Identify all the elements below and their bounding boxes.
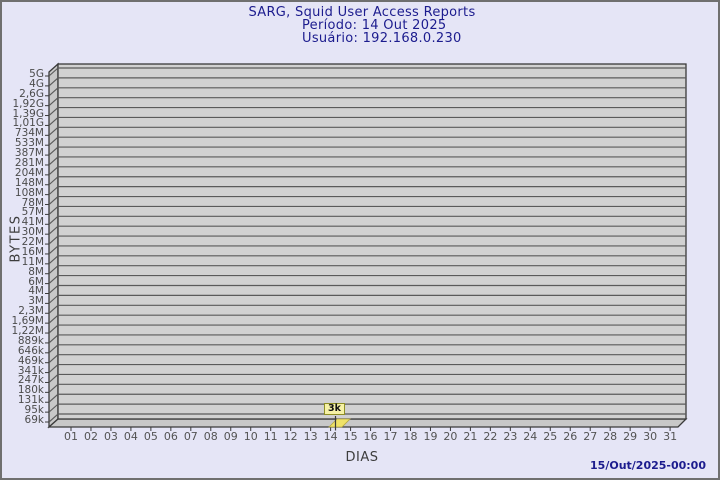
y-axis-label: 95k xyxy=(24,404,44,417)
y-axis-label: 4G xyxy=(29,77,44,90)
x-axis-title: DIAS xyxy=(345,450,379,465)
y-axis-label: 281M xyxy=(14,156,44,169)
chart-title: SARG, Squid User Access Reports xyxy=(248,5,476,20)
x-axis-label: 06 xyxy=(163,430,178,443)
x-axis-label: 20 xyxy=(443,430,458,443)
x-axis-label: 30 xyxy=(643,430,658,443)
y-axis-label: 6M xyxy=(28,275,44,288)
bar-value-label: 3k xyxy=(324,403,345,415)
y-axis-label: 69k xyxy=(24,414,44,426)
y-axis-label: 889k xyxy=(17,334,44,347)
x-axis-label: 12 xyxy=(283,430,298,443)
y-axis-label: 148M xyxy=(14,176,44,189)
x-axis-label: 04 xyxy=(123,430,138,443)
x-axis-label: 16 xyxy=(363,430,378,443)
y-axis-label: 108M xyxy=(14,186,44,199)
y-axis-label: 5G xyxy=(29,68,44,80)
chart-period: Período: 14 Out 2025 xyxy=(302,18,447,33)
generation-timestamp: 15/Out/2025-00:00 xyxy=(590,459,706,472)
y-axis-title: BYTES xyxy=(8,214,24,263)
y-axis-label: 1,69M xyxy=(11,315,44,328)
y-axis-label: 1,92G xyxy=(12,97,44,110)
y-axis-label: 22M xyxy=(21,236,44,249)
y-axis-label: 180k xyxy=(17,384,44,397)
y-axis-label: 30M xyxy=(21,226,44,239)
y-axis-label: 57M xyxy=(21,206,44,219)
y-axis-label: 387M xyxy=(14,147,44,160)
x-axis-label: 15 xyxy=(343,430,358,443)
x-axis-label: 29 xyxy=(623,430,638,443)
y-axis-label: 204M xyxy=(14,166,44,179)
x-axis-label: 02 xyxy=(83,430,98,443)
x-axis-label: 17 xyxy=(383,430,398,443)
x-axis-label: 23 xyxy=(503,430,518,443)
chart-user: Usuário: 192.168.0.230 xyxy=(302,31,462,46)
y-axis-label: 2,3M xyxy=(18,305,44,318)
x-axis-labels: 01 02 03 04 05 06 07 08 09 10 11 12 13 14 15 16 17 18 19 20… xyxy=(2,430,718,445)
x-axis-label: 07 xyxy=(183,430,198,443)
y-axis-label: 533M xyxy=(14,137,44,150)
x-axis-label: 11 xyxy=(263,430,278,443)
y-axis-label: 41M xyxy=(21,216,44,229)
x-axis-label: 09 xyxy=(223,430,238,443)
x-axis-label: 01 xyxy=(64,430,78,443)
y-axis-label: 1,39G xyxy=(12,107,44,120)
y-axis-label: 16M xyxy=(21,245,44,258)
x-axis-label: 14 xyxy=(323,430,338,443)
x-axis-label: 24 xyxy=(523,430,538,443)
y-axis-labels: 5G 4G 2,6G 1,92G 1,39G 1,01G 734M 533M 387M 281M 2… xyxy=(2,2,52,478)
x-axis-label: 22 xyxy=(483,430,498,443)
y-axis-label: 1,22M xyxy=(11,325,44,338)
y-axis-label: 1,01G xyxy=(12,117,44,130)
x-axis-label: 13 xyxy=(303,430,318,443)
y-axis-label: 4M xyxy=(28,285,44,298)
y-axis-label: 78M xyxy=(21,196,44,209)
x-axis-label: 19 xyxy=(423,430,438,443)
x-axis-label: 26 xyxy=(563,430,578,443)
x-axis-label: 05 xyxy=(143,430,158,443)
x-axis-label: 31 xyxy=(663,430,678,443)
x-axis-label: 25 xyxy=(543,430,558,443)
y-axis-label: 2,6G xyxy=(19,87,44,100)
x-axis-label: 03 xyxy=(103,430,118,443)
y-axis-label: 734M xyxy=(14,127,44,140)
x-axis-label: 18 xyxy=(403,430,418,443)
x-axis-label: 27 xyxy=(583,430,598,443)
x-axis-label: 21 xyxy=(463,430,478,443)
x-axis-label: 08 xyxy=(203,430,218,443)
y-axis-label: 131k xyxy=(17,394,44,407)
y-axis-label: 3M xyxy=(28,295,44,308)
y-axis-label: 646k xyxy=(17,344,44,357)
x-axis-label: 28 xyxy=(603,430,618,443)
y-axis-label: 8M xyxy=(28,265,44,278)
y-axis-label: 341k xyxy=(17,364,44,377)
y-axis-label: 247k xyxy=(17,374,44,387)
y-axis-label: 469k xyxy=(17,354,44,367)
y-axis-label: 11M xyxy=(21,255,44,268)
x-axis-label: 10 xyxy=(243,430,258,443)
